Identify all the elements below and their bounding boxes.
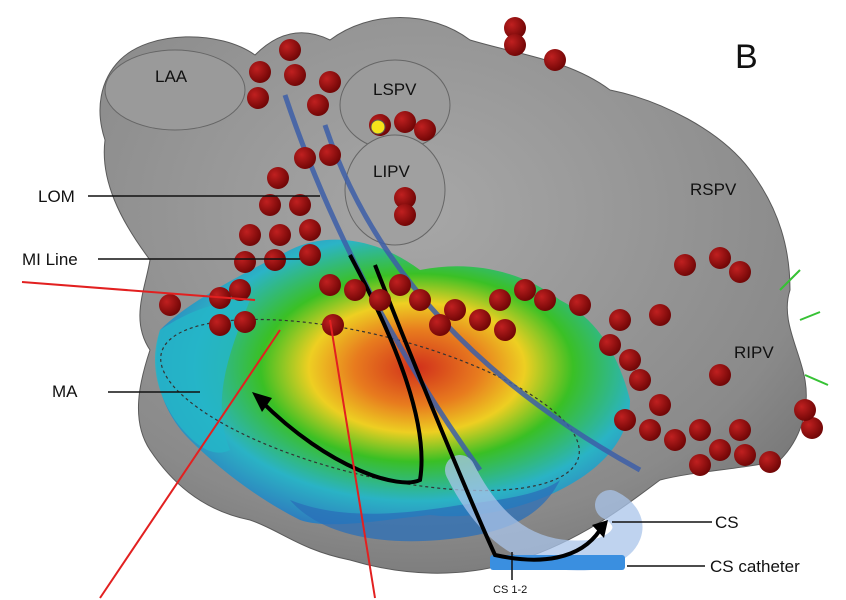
mitral-annulus-outline bbox=[160, 318, 580, 492]
pointer-line-3 bbox=[329, 319, 376, 599]
activation-map-region bbox=[156, 239, 630, 525]
pointer-line-2 bbox=[99, 329, 281, 599]
target-marker bbox=[370, 119, 386, 135]
activation-arrow-cs bbox=[373, 264, 602, 562]
label-cs: CS bbox=[715, 513, 739, 532]
activation-late-zone bbox=[155, 300, 250, 453]
activation-arrowhead-cs bbox=[592, 520, 608, 538]
label-ripv: RIPV bbox=[734, 343, 774, 362]
label-lspv: LSPV bbox=[373, 80, 417, 99]
label-lipv: LIPV bbox=[373, 162, 411, 181]
label-cs-catheter: CS catheter bbox=[710, 557, 800, 576]
panel-letter: B bbox=[735, 38, 758, 76]
laa-lobe bbox=[104, 49, 246, 131]
label-cs-electrode: CS 1-2 bbox=[493, 584, 527, 596]
pointer-line-1 bbox=[21, 281, 256, 301]
label-ma: MA bbox=[52, 382, 78, 401]
activation-arrowhead-left bbox=[252, 392, 272, 412]
activation-arrow-mi bbox=[258, 254, 424, 485]
label-laa: LAA bbox=[155, 67, 188, 86]
lipv-ostium bbox=[344, 134, 446, 246]
ablation-lesions bbox=[159, 17, 823, 476]
label-rspv: RSPV bbox=[690, 180, 737, 199]
right-edge-ticks bbox=[779, 269, 829, 386]
label-lom: LOM bbox=[38, 187, 75, 206]
label-mi-line: MI Line bbox=[22, 250, 78, 269]
